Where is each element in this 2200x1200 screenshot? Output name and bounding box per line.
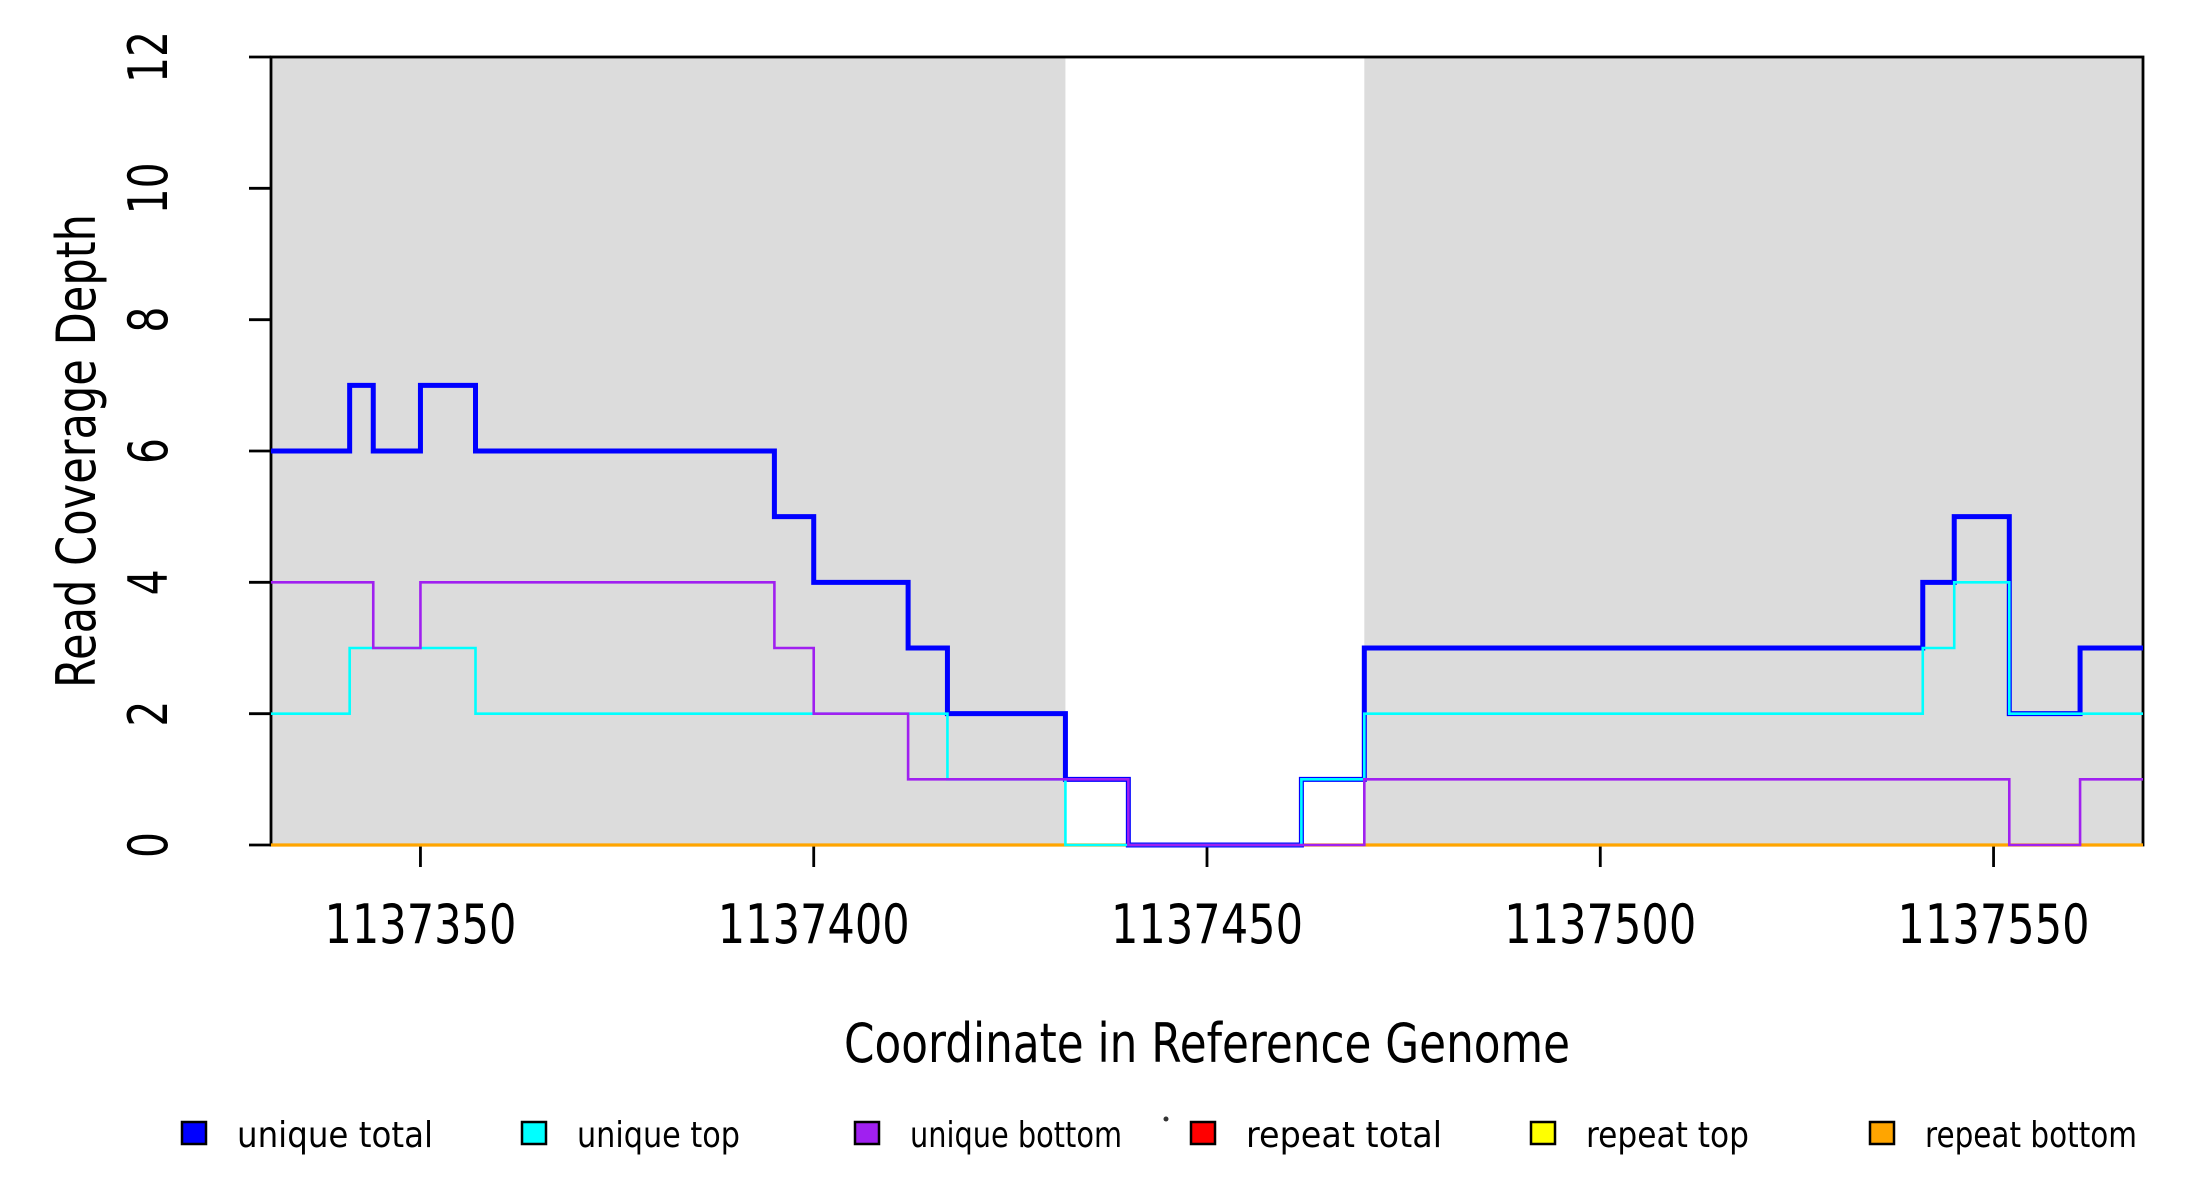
x-axis-tick-label: 1137400 — [718, 893, 910, 956]
y-axis-tick-label: 8 — [117, 307, 180, 333]
y-axis-tick-label: 2 — [117, 701, 180, 727]
x-axis-tick-label: 1137500 — [1504, 893, 1696, 956]
legend-label: unique top — [577, 1115, 740, 1156]
y-axis-tick-label: 4 — [117, 569, 180, 595]
x-axis-title: Coordinate in Reference Genome — [844, 1012, 1570, 1075]
x-axis-tick-label: 1137350 — [324, 893, 516, 956]
y-axis-tick-label: 10 — [117, 162, 180, 214]
legend-label: repeat bottom — [1925, 1115, 2137, 1156]
y-axis-tick-label: 6 — [117, 438, 180, 464]
legend-item-repeat-total: repeat total — [1189, 1115, 1442, 1156]
legend-swatch-icon — [1189, 1120, 1217, 1146]
legend-item-unique-total: unique total — [180, 1115, 433, 1156]
legend-swatch-icon — [853, 1120, 881, 1146]
y-axis-tick-label: 12 — [117, 31, 180, 83]
legend-swatch-icon — [180, 1120, 208, 1146]
series-unique-bottom — [271, 581, 2143, 847]
legend-swatch-icon — [1529, 1120, 1557, 1146]
series-unique-total — [271, 382, 2143, 848]
legend-item-repeat-top: repeat top — [1529, 1115, 1749, 1156]
legend-label: unique bottom — [910, 1115, 1122, 1156]
legend-label: repeat top — [1586, 1115, 1749, 1156]
legend: unique total unique top unique bottom repea… — [180, 1115, 2137, 1156]
x-axis-tick-label: 1137550 — [1898, 893, 2090, 956]
legend-label: unique total — [237, 1115, 433, 1156]
legend-item-unique-bottom: unique bottom — [853, 1115, 1122, 1156]
legend-label: repeat total — [1246, 1115, 1442, 1156]
shaded-region-right — [1364, 57, 2143, 845]
y-axis-title: Read Coverage Depth — [45, 214, 108, 688]
series-unique-top — [271, 581, 2143, 847]
legend-item-unique-top: unique top — [520, 1115, 740, 1156]
legend-item-repeat-bottom: repeat bottom — [1868, 1115, 2137, 1156]
x-axis-tick-label: 1137450 — [1111, 893, 1303, 956]
stray-dot — [1163, 1116, 1169, 1122]
legend-swatch-icon — [1868, 1120, 1896, 1146]
legend-swatch-icon — [520, 1120, 548, 1146]
y-axis-tick-label: 0 — [117, 832, 180, 858]
